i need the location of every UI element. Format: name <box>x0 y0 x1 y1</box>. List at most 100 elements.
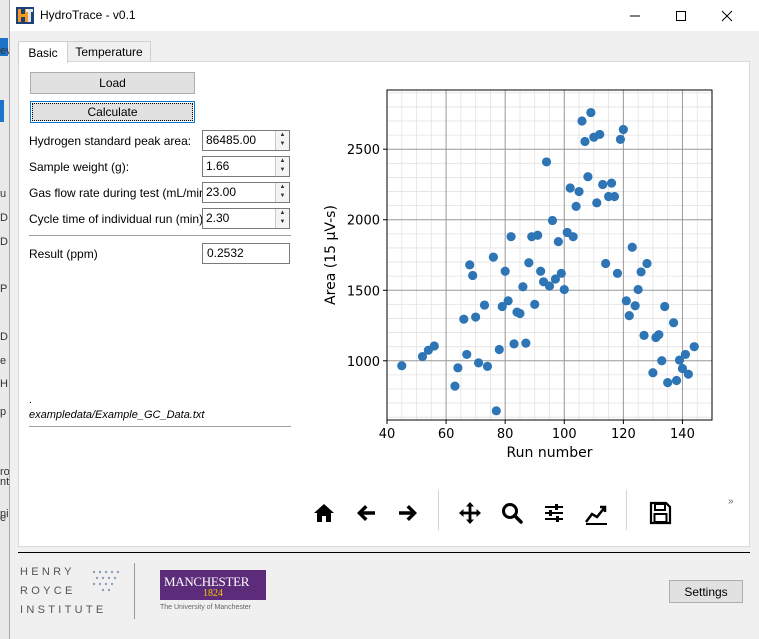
spin-down-icon[interactable]: ▼ <box>279 219 286 225</box>
form-separator <box>29 235 291 236</box>
data-point <box>518 282 528 292</box>
dot-pattern-icon <box>92 570 120 592</box>
forward-arrow-icon[interactable] <box>391 496 425 530</box>
calculate-button[interactable]: Calculate <box>30 101 195 123</box>
data-point <box>598 179 608 190</box>
data-point <box>541 157 552 167</box>
data-point <box>577 116 587 126</box>
gas-flow-value: 23.00 <box>206 185 237 199</box>
background-window-text: nt <box>0 476 9 488</box>
data-point <box>660 301 670 312</box>
data-point <box>471 312 481 322</box>
spin-down-icon[interactable]: ▼ <box>279 167 286 173</box>
university-of-manchester-logo: MANCHESTER 1824 <box>160 570 266 600</box>
background-window-text: e <box>0 355 7 367</box>
data-point <box>397 361 407 371</box>
logo-divider <box>134 563 135 619</box>
back-arrow-icon[interactable] <box>349 496 383 530</box>
zoom-icon[interactable] <box>495 496 529 530</box>
data-point <box>568 232 578 242</box>
file-path: exampledata/Example_GC_Data.txt <box>29 409 205 421</box>
x-tick-label: 140 <box>670 427 695 442</box>
result-field[interactable]: 0.2532 <box>202 243 290 264</box>
y-tick-label: 2500 <box>347 143 380 158</box>
background-window-text: ro <box>0 466 9 478</box>
minimize-button[interactable] <box>612 0 658 31</box>
spin-up-icon[interactable]: ▲ <box>279 184 286 190</box>
data-point <box>450 381 460 391</box>
edit-axis-icon[interactable] <box>579 496 613 530</box>
toolbar-separator <box>438 490 439 530</box>
settings-button[interactable]: Settings <box>669 580 743 603</box>
data-point <box>550 274 561 284</box>
peak-area-spinbox[interactable]: 86485.00 ▲ ▼ <box>202 130 290 151</box>
spin-down-icon[interactable]: ▼ <box>279 141 286 147</box>
toolbar-overflow-button[interactable]: » <box>728 496 734 507</box>
load-button[interactable]: Load <box>30 72 195 94</box>
background-window-highlight <box>0 100 4 122</box>
gas-flow-spinbox[interactable]: 23.00 ▲ ▼ <box>202 182 290 203</box>
spin-up-icon[interactable]: ▲ <box>279 158 286 164</box>
close-button[interactable] <box>704 0 750 31</box>
status-dot: . <box>29 395 32 406</box>
maximize-button[interactable] <box>658 0 704 31</box>
data-point <box>648 368 658 378</box>
data-point <box>468 270 478 281</box>
spin-up-icon[interactable]: ▲ <box>279 210 286 216</box>
cycle-time-value: 2.30 <box>206 211 230 225</box>
configure-subplots-icon[interactable] <box>537 496 571 530</box>
data-point <box>417 351 428 362</box>
data-point <box>636 267 646 277</box>
data-point <box>615 134 626 144</box>
data-point <box>601 258 611 269</box>
peak-area-value: 86485.00 <box>206 133 257 147</box>
chart-points <box>397 107 699 416</box>
data-point <box>506 232 516 242</box>
data-point <box>612 268 623 278</box>
data-point <box>586 107 596 118</box>
data-point <box>462 349 472 360</box>
data-point <box>668 318 679 328</box>
close-icon <box>721 10 733 21</box>
data-point <box>544 281 555 291</box>
data-point <box>497 301 507 312</box>
app-window: HydroTrace - v0.1 Basic Temperature Load… <box>9 0 759 639</box>
x-tick-label: 80 <box>497 427 514 442</box>
data-point <box>592 198 602 208</box>
background-window-highlight <box>0 38 8 56</box>
sample-weight-spinbox[interactable]: 1.66 ▲ ▼ <box>202 156 290 177</box>
y-tick-label: 2000 <box>347 214 380 229</box>
data-point <box>536 266 546 276</box>
background-window-text: u <box>0 188 7 200</box>
home-icon[interactable] <box>307 496 341 530</box>
pan-icon[interactable] <box>453 496 487 530</box>
data-point <box>618 124 628 135</box>
sample-weight-label: Sample weight (g): <box>29 160 130 174</box>
data-point <box>609 191 620 202</box>
data-point <box>606 178 617 188</box>
data-point <box>503 296 513 306</box>
data-point <box>556 268 566 278</box>
background-window-text: p <box>0 406 7 418</box>
data-point <box>627 242 637 252</box>
data-point <box>488 252 498 262</box>
data-point <box>482 361 493 372</box>
title-bar: HydroTrace - v0.1 <box>10 0 759 31</box>
data-point <box>683 369 693 379</box>
y-tick-label: 1500 <box>347 284 380 299</box>
cycle-time-label: Cycle time of individual run (min): <box>29 212 207 226</box>
x-tick-label: 60 <box>438 427 455 442</box>
data-point <box>595 129 605 140</box>
data-point <box>565 183 575 193</box>
cycle-time-spinbox[interactable]: 2.30 ▲ ▼ <box>202 208 290 229</box>
tab-basic[interactable]: Basic <box>18 41 68 63</box>
basic-tab-panel: Load Calculate Hydrogen standard peak ar… <box>18 61 750 547</box>
spin-down-icon[interactable]: ▼ <box>279 193 286 199</box>
background-window-text: D <box>0 212 8 224</box>
result-value: 0.2532 <box>207 246 244 260</box>
spin-up-icon[interactable]: ▲ <box>279 132 286 138</box>
tab-temperature[interactable]: Temperature <box>67 41 151 62</box>
save-icon[interactable] <box>643 496 677 530</box>
y-axis-label: Area (15 µV-s) <box>323 205 339 305</box>
background-window-text: e <box>0 512 7 524</box>
